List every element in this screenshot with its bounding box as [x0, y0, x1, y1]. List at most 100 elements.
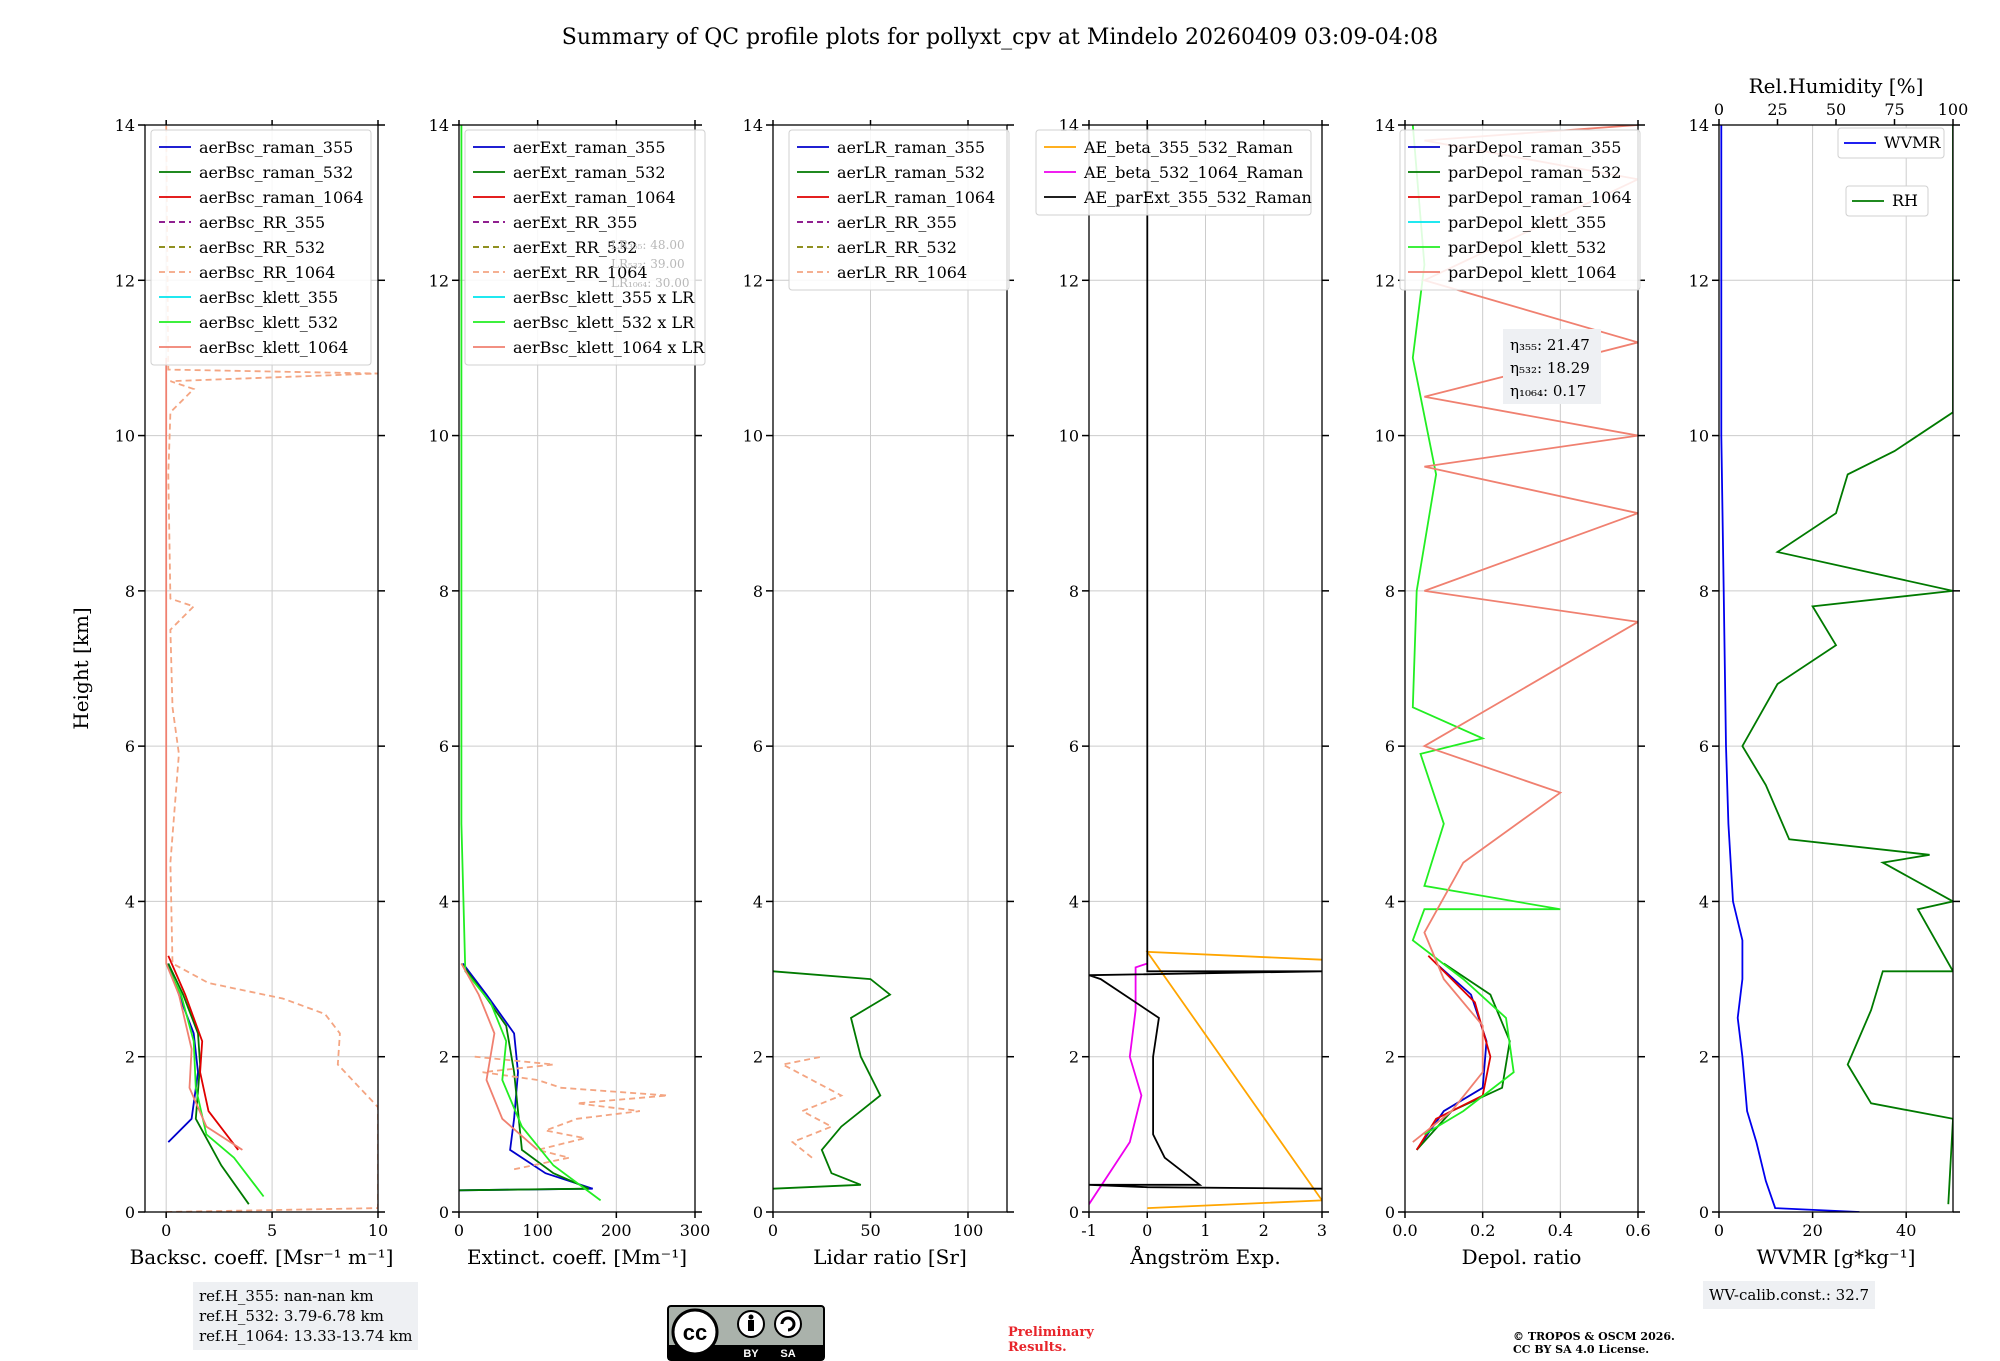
- legend-entry: aerLR_RR_532: [837, 238, 957, 257]
- svg-text:BY: BY: [743, 1348, 759, 1360]
- y-tick-label: 6: [1385, 737, 1395, 756]
- svg-text:SA: SA: [780, 1348, 795, 1360]
- legend-entry: AE_beta_355_532_Raman: [1083, 138, 1293, 157]
- plot-frame: [1404, 124, 1639, 1213]
- series-line-AE_parExt_355_532_Raman: [1089, 125, 1322, 1190]
- legend-entry: aerExt_raman_1064: [513, 188, 676, 207]
- x-tick-label: 0.6: [1625, 1221, 1650, 1240]
- legend-box: [1837, 127, 1945, 159]
- legend-entry: parDepol_klett_1064: [1448, 263, 1617, 282]
- y-tick-label: 14: [743, 116, 763, 135]
- legend-entry: aerLR_RR_355: [837, 213, 957, 232]
- wv-calibration-constant: WV-calib.const.: 32.7: [1709, 1286, 1870, 1304]
- legend-entry: aerExt_RR_355: [513, 213, 637, 232]
- legend-entry: parDepol_raman_532: [1448, 163, 1621, 182]
- y-tick-label: 14: [429, 116, 449, 135]
- figure-title: Summary of QC profile plots for pollyxt_…: [562, 25, 1438, 50]
- y-tick-label: 10: [1059, 427, 1079, 446]
- y-tick-label: 4: [1699, 892, 1709, 911]
- y-tick-label: 12: [1059, 271, 1079, 290]
- chart-panel-bsc: 0 2 4 6 8 10 12 14 0 5 10 Backsc. coeff. [Msr⁻¹ m⁻¹…: [69, 116, 393, 1269]
- x-tick-label: 0: [768, 1221, 778, 1240]
- legend-entry: aerLR_raman_355: [837, 138, 985, 157]
- x2-axis-label: Rel.Humidity [%]: [1749, 74, 1924, 98]
- legend: aerLR_raman_355 aerLR_raman_532 aerLR_rama…: [788, 129, 1010, 291]
- plot-frame: [1718, 124, 1954, 1213]
- sa-icon: [774, 1310, 802, 1338]
- x-tick-label: 2: [1259, 1221, 1269, 1240]
- legend-box: [1845, 185, 1929, 217]
- y-tick-label: 6: [125, 737, 135, 756]
- series-line-parDepol_klett_1064: [1412, 125, 1638, 1143]
- x-axis-label: Backsc. coeff. [Msr⁻¹ m⁻¹]: [130, 1245, 394, 1269]
- series-line-aerBsc_klett_532 x LR: [460, 125, 602, 1202]
- y-tick-label: 12: [429, 271, 449, 290]
- y-tick-label: 8: [1699, 582, 1709, 601]
- y-tick-label: 14: [1689, 116, 1709, 135]
- x2-tick-label: 75: [1884, 100, 1904, 119]
- x-axis-label: Extinct. coeff. [Mm⁻¹]: [467, 1245, 687, 1269]
- y-axis-label: Height [km]: [69, 607, 93, 729]
- refh-1064: ref.H_1064: 13.33-13.74 km: [199, 1327, 413, 1345]
- legend-entry: AE_parExt_355_532_Raman: [1083, 188, 1312, 207]
- x-tick-label: 0.0: [1392, 1221, 1417, 1240]
- series-line-WVMR: [1720, 125, 1860, 1212]
- x-tick-label: 0: [161, 1221, 171, 1240]
- y-tick-label: 10: [429, 427, 449, 446]
- y-tick-label: 8: [439, 582, 449, 601]
- chart-panel-ext: 0 2 4 6 8 10 12 14 0 100 200 300 Extinct. coeff. [Mm…: [429, 116, 711, 1269]
- y-tick-label: 2: [1069, 1048, 1079, 1067]
- y-tick-label: 14: [1375, 116, 1395, 135]
- y-tick-label: 10: [743, 427, 763, 446]
- eta-label: η₅₃₂: 18.29: [1510, 359, 1590, 377]
- legend-entry: aerExt_raman_532: [513, 163, 666, 182]
- x-tick-label: 1: [1200, 1221, 1210, 1240]
- y-tick-label: 12: [1689, 271, 1709, 290]
- series-line-parDepol_klett_532: [1411, 125, 1561, 1136]
- y-tick-label: 2: [753, 1048, 763, 1067]
- y-tick-label: 2: [1385, 1048, 1395, 1067]
- legend-entry: aerBsc_klett_532: [199, 313, 338, 332]
- series-line-aerLR_RR_1064: [780, 1055, 844, 1159]
- y-tick-label: 6: [753, 737, 763, 756]
- x-tick-label: 10: [368, 1221, 388, 1240]
- legend-entry: aerBsc_klett_1064 x LR: [513, 338, 705, 357]
- y-tick-label: 12: [743, 271, 763, 290]
- legend-entry: aerBsc_klett_355 x LR: [513, 288, 695, 307]
- y-tick-label: 0: [439, 1203, 449, 1222]
- x-tick-label: 5: [267, 1221, 277, 1240]
- legend-entry: aerLR_raman_1064: [837, 188, 995, 207]
- legend-box: [464, 129, 706, 366]
- y-tick-label: 0: [1699, 1203, 1709, 1222]
- series-line-aerBsc_raman_1064: [167, 955, 239, 1151]
- x-tick-label: 0: [454, 1221, 464, 1240]
- refh-355: ref.H_355: nan-nan km: [199, 1287, 374, 1305]
- y-tick-label: 4: [1069, 892, 1079, 911]
- lr-label: LR₅₃₂: 39.00: [611, 257, 685, 271]
- eta-box: [1503, 329, 1601, 404]
- legend-entry: aerExt_RR_532: [513, 238, 637, 257]
- x-tick-label: 100: [522, 1221, 553, 1240]
- legend: WVMR: [1837, 127, 1945, 159]
- x-tick-label: 300: [680, 1221, 711, 1240]
- series-line-parDepol_raman_1064: [1415, 955, 1492, 1151]
- x-tick-label: 0.2: [1470, 1221, 1495, 1240]
- legend: aerBsc_raman_355 aerBsc_raman_532 aerBsc_r…: [150, 129, 372, 366]
- y-tick-label: 6: [1699, 737, 1709, 756]
- y-tick-label: 2: [125, 1048, 135, 1067]
- legend-entry: aerBsc_klett_532 x LR: [513, 313, 695, 332]
- series-line-aerBsc_RR_1064: [165, 125, 378, 1212]
- series-line-aerLR_raman_532: [773, 970, 892, 1190]
- y-tick-label: 4: [125, 892, 135, 911]
- preliminary-results-note: Preliminary Results.: [1008, 1325, 1094, 1355]
- legend: RH: [1845, 185, 1929, 217]
- copyright-note: © TROPOS & OSCM 2026. CC BY SA 4.0 Licen…: [1513, 1330, 1675, 1356]
- plot-frame: [772, 124, 1008, 1213]
- x-tick-label: 3: [1317, 1221, 1327, 1240]
- series-line-RH: [1741, 125, 1953, 1205]
- y-tick-label: 0: [753, 1203, 763, 1222]
- cc-by-sa-license-badge: cc BY SA: [667, 1305, 825, 1361]
- x-axis-label: Depol. ratio: [1462, 1245, 1582, 1269]
